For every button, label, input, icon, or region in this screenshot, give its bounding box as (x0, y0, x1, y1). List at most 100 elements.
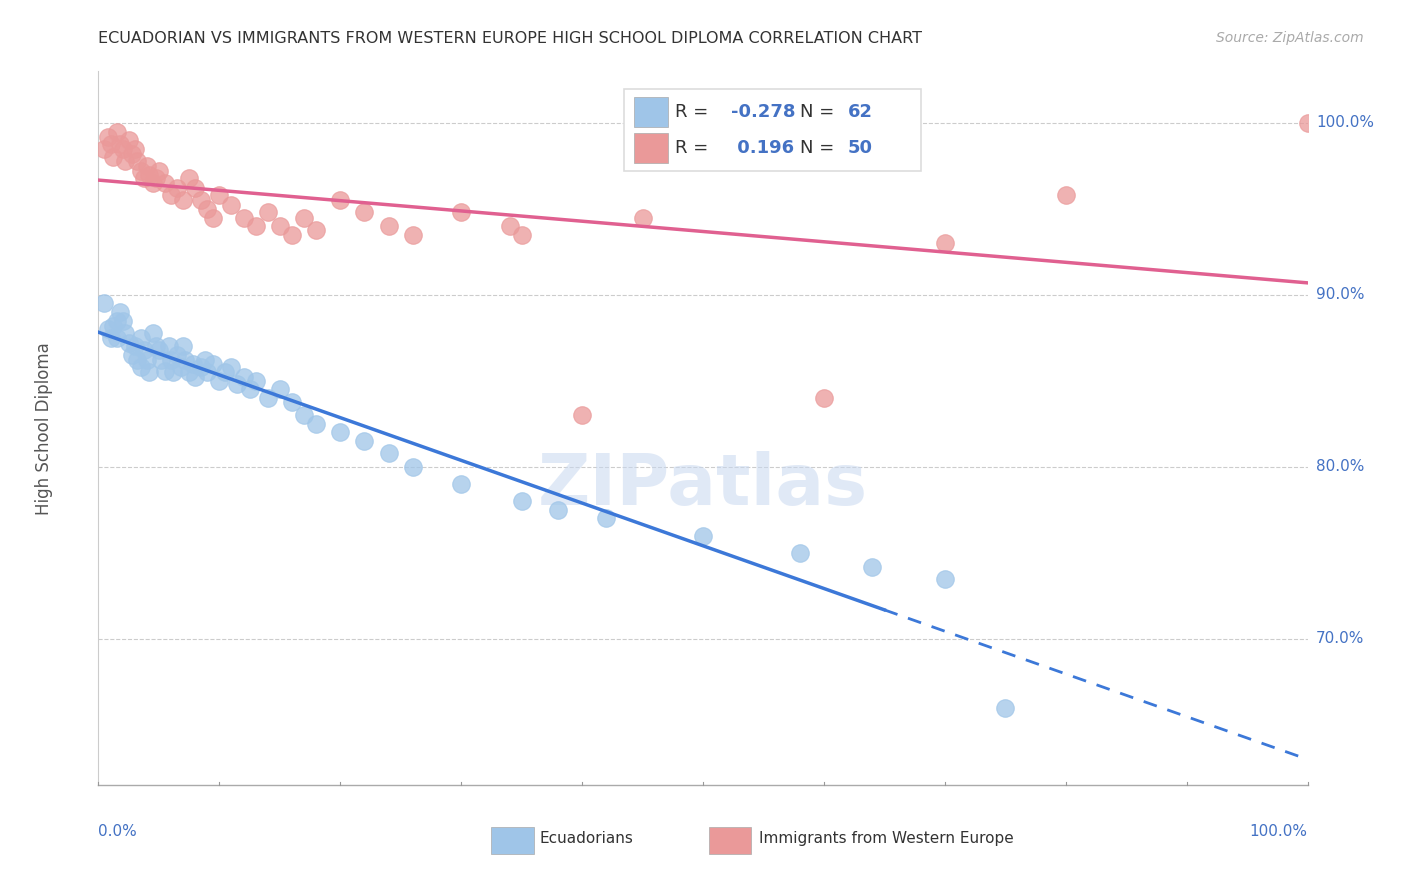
Text: 90.0%: 90.0% (1316, 287, 1364, 302)
Point (169, 360, 191, 375)
Point (353, 205, 375, 219)
Point (114, 326, 136, 340)
Point (124, 142, 146, 156)
Point (100, 136, 122, 151)
Point (226, 377, 249, 392)
Point (101, 150, 124, 164)
Point (571, 409, 593, 423)
Point (105, 331, 128, 345)
Point (245, 374, 267, 388)
Point (179, 171, 201, 186)
Point (118, 133, 141, 147)
Point (281, 394, 304, 409)
Point (105, 124, 128, 138)
Point (142, 176, 165, 190)
Point (162, 365, 184, 379)
Text: Source: ZipAtlas.com: Source: ZipAtlas.com (1216, 31, 1364, 45)
Point (190, 360, 212, 375)
Point (97, 322, 120, 336)
Point (93, 296, 115, 310)
Point (292, 211, 315, 225)
Text: 0.196: 0.196 (731, 139, 794, 157)
Point (93, 142, 115, 156)
Point (184, 370, 207, 384)
Point (202, 357, 225, 371)
Text: Ecuadorians: Ecuadorians (540, 831, 634, 846)
Text: 50: 50 (848, 139, 873, 157)
Point (329, 194, 352, 208)
Point (134, 343, 156, 357)
FancyBboxPatch shape (709, 827, 751, 855)
Point (124, 339, 146, 353)
Point (813, 391, 835, 405)
Point (105, 314, 128, 328)
Point (121, 147, 143, 161)
Point (256, 205, 278, 219)
Point (214, 365, 236, 379)
Point (377, 446, 399, 460)
Point (281, 227, 304, 242)
Text: 70.0%: 70.0% (1316, 632, 1364, 647)
Point (111, 314, 134, 328)
Text: ECUADORIAN VS IMMIGRANTS FROM WESTERN EUROPE HIGH SCHOOL DIPLOMA CORRELATION CHA: ECUADORIAN VS IMMIGRANTS FROM WESTERN EU… (98, 31, 922, 46)
Point (100, 331, 122, 345)
Point (221, 360, 243, 375)
Point (377, 219, 399, 233)
Point (208, 188, 231, 202)
Point (129, 331, 152, 345)
Point (160, 188, 183, 202)
Point (329, 425, 352, 440)
Point (138, 168, 160, 182)
Point (195, 202, 218, 216)
Point (353, 434, 375, 448)
Point (127, 353, 149, 368)
Point (148, 343, 170, 357)
Point (145, 339, 167, 353)
Point (160, 353, 183, 368)
Point (450, 205, 472, 219)
Point (129, 360, 152, 375)
Point (134, 171, 156, 186)
Point (305, 222, 328, 236)
FancyBboxPatch shape (492, 827, 534, 855)
Point (179, 365, 201, 379)
Point (153, 176, 176, 190)
Point (181, 357, 204, 371)
Point (97, 129, 120, 144)
Point (789, 546, 811, 560)
Point (195, 365, 218, 379)
Point (174, 353, 197, 368)
Point (221, 198, 243, 212)
Point (135, 159, 157, 173)
Point (450, 477, 472, 491)
Point (127, 153, 149, 168)
Text: 80.0%: 80.0% (1316, 459, 1364, 475)
FancyBboxPatch shape (624, 89, 921, 171)
Point (269, 383, 291, 397)
Point (1054, 188, 1077, 202)
Point (269, 219, 291, 233)
Point (510, 227, 533, 242)
Point (150, 353, 173, 368)
Text: High School Diploma: High School Diploma (35, 342, 53, 515)
Point (172, 339, 194, 353)
Text: 0.0%: 0.0% (98, 824, 138, 838)
Point (111, 142, 134, 156)
Point (994, 700, 1017, 714)
Point (135, 353, 157, 368)
Text: 62: 62 (848, 103, 873, 121)
Point (194, 353, 217, 368)
Point (402, 227, 425, 242)
Point (138, 365, 160, 379)
Point (129, 164, 152, 178)
Point (305, 417, 328, 431)
Text: R =: R = (675, 103, 714, 121)
Point (860, 559, 883, 574)
FancyBboxPatch shape (634, 134, 668, 163)
Point (1296, 116, 1319, 130)
Point (108, 305, 131, 319)
Point (256, 391, 278, 405)
Point (153, 363, 176, 377)
Point (208, 374, 231, 388)
Point (239, 383, 262, 397)
